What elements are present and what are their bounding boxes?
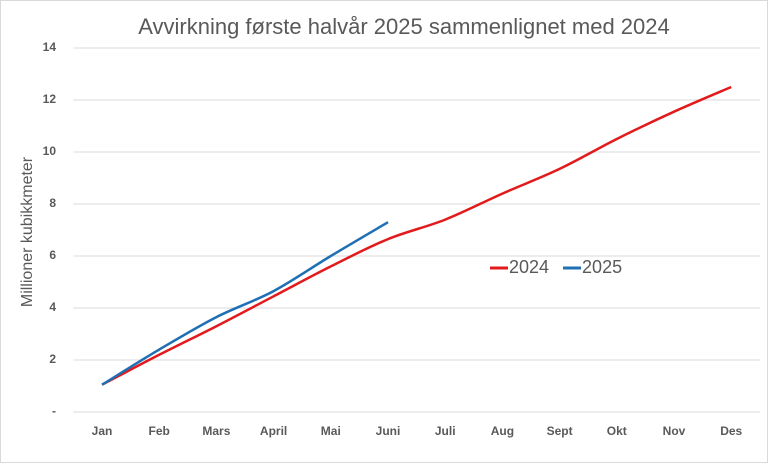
y-tick-label: 6 — [49, 248, 56, 262]
x-tick-label: Mars — [202, 424, 230, 438]
x-tick-label: Juni — [376, 424, 401, 438]
y-axis-label: Millioner kubikkmeter — [19, 156, 36, 307]
x-tick-label: April — [260, 424, 287, 438]
x-tick-label: Nov — [663, 424, 686, 438]
legend-label: 2024 — [509, 257, 549, 277]
x-tick-label: Juli — [435, 424, 456, 438]
x-tick-label: Okt — [607, 424, 627, 438]
chart-title: Avvirkning første halvår 2025 sammenlign… — [138, 14, 670, 39]
y-tick-label: 4 — [49, 300, 56, 314]
x-tick-label: Sept — [547, 424, 573, 438]
y-tick-label: - — [52, 404, 56, 418]
legend-label: 2025 — [582, 257, 622, 277]
y-tick-label: 2 — [49, 352, 56, 366]
y-tick-label: 14 — [43, 40, 57, 54]
x-tick-label: Des — [720, 424, 742, 438]
x-tick-label: Aug — [491, 424, 514, 438]
series-line — [101, 221, 389, 386]
series-line — [101, 85, 732, 386]
y-tick-label: 12 — [43, 92, 57, 106]
x-tick-label: Mai — [321, 424, 341, 438]
y-tick-label: 10 — [43, 144, 57, 158]
x-tick-label: Feb — [149, 424, 170, 438]
x-tick-label: Jan — [92, 424, 113, 438]
y-tick-label: 8 — [49, 196, 56, 210]
